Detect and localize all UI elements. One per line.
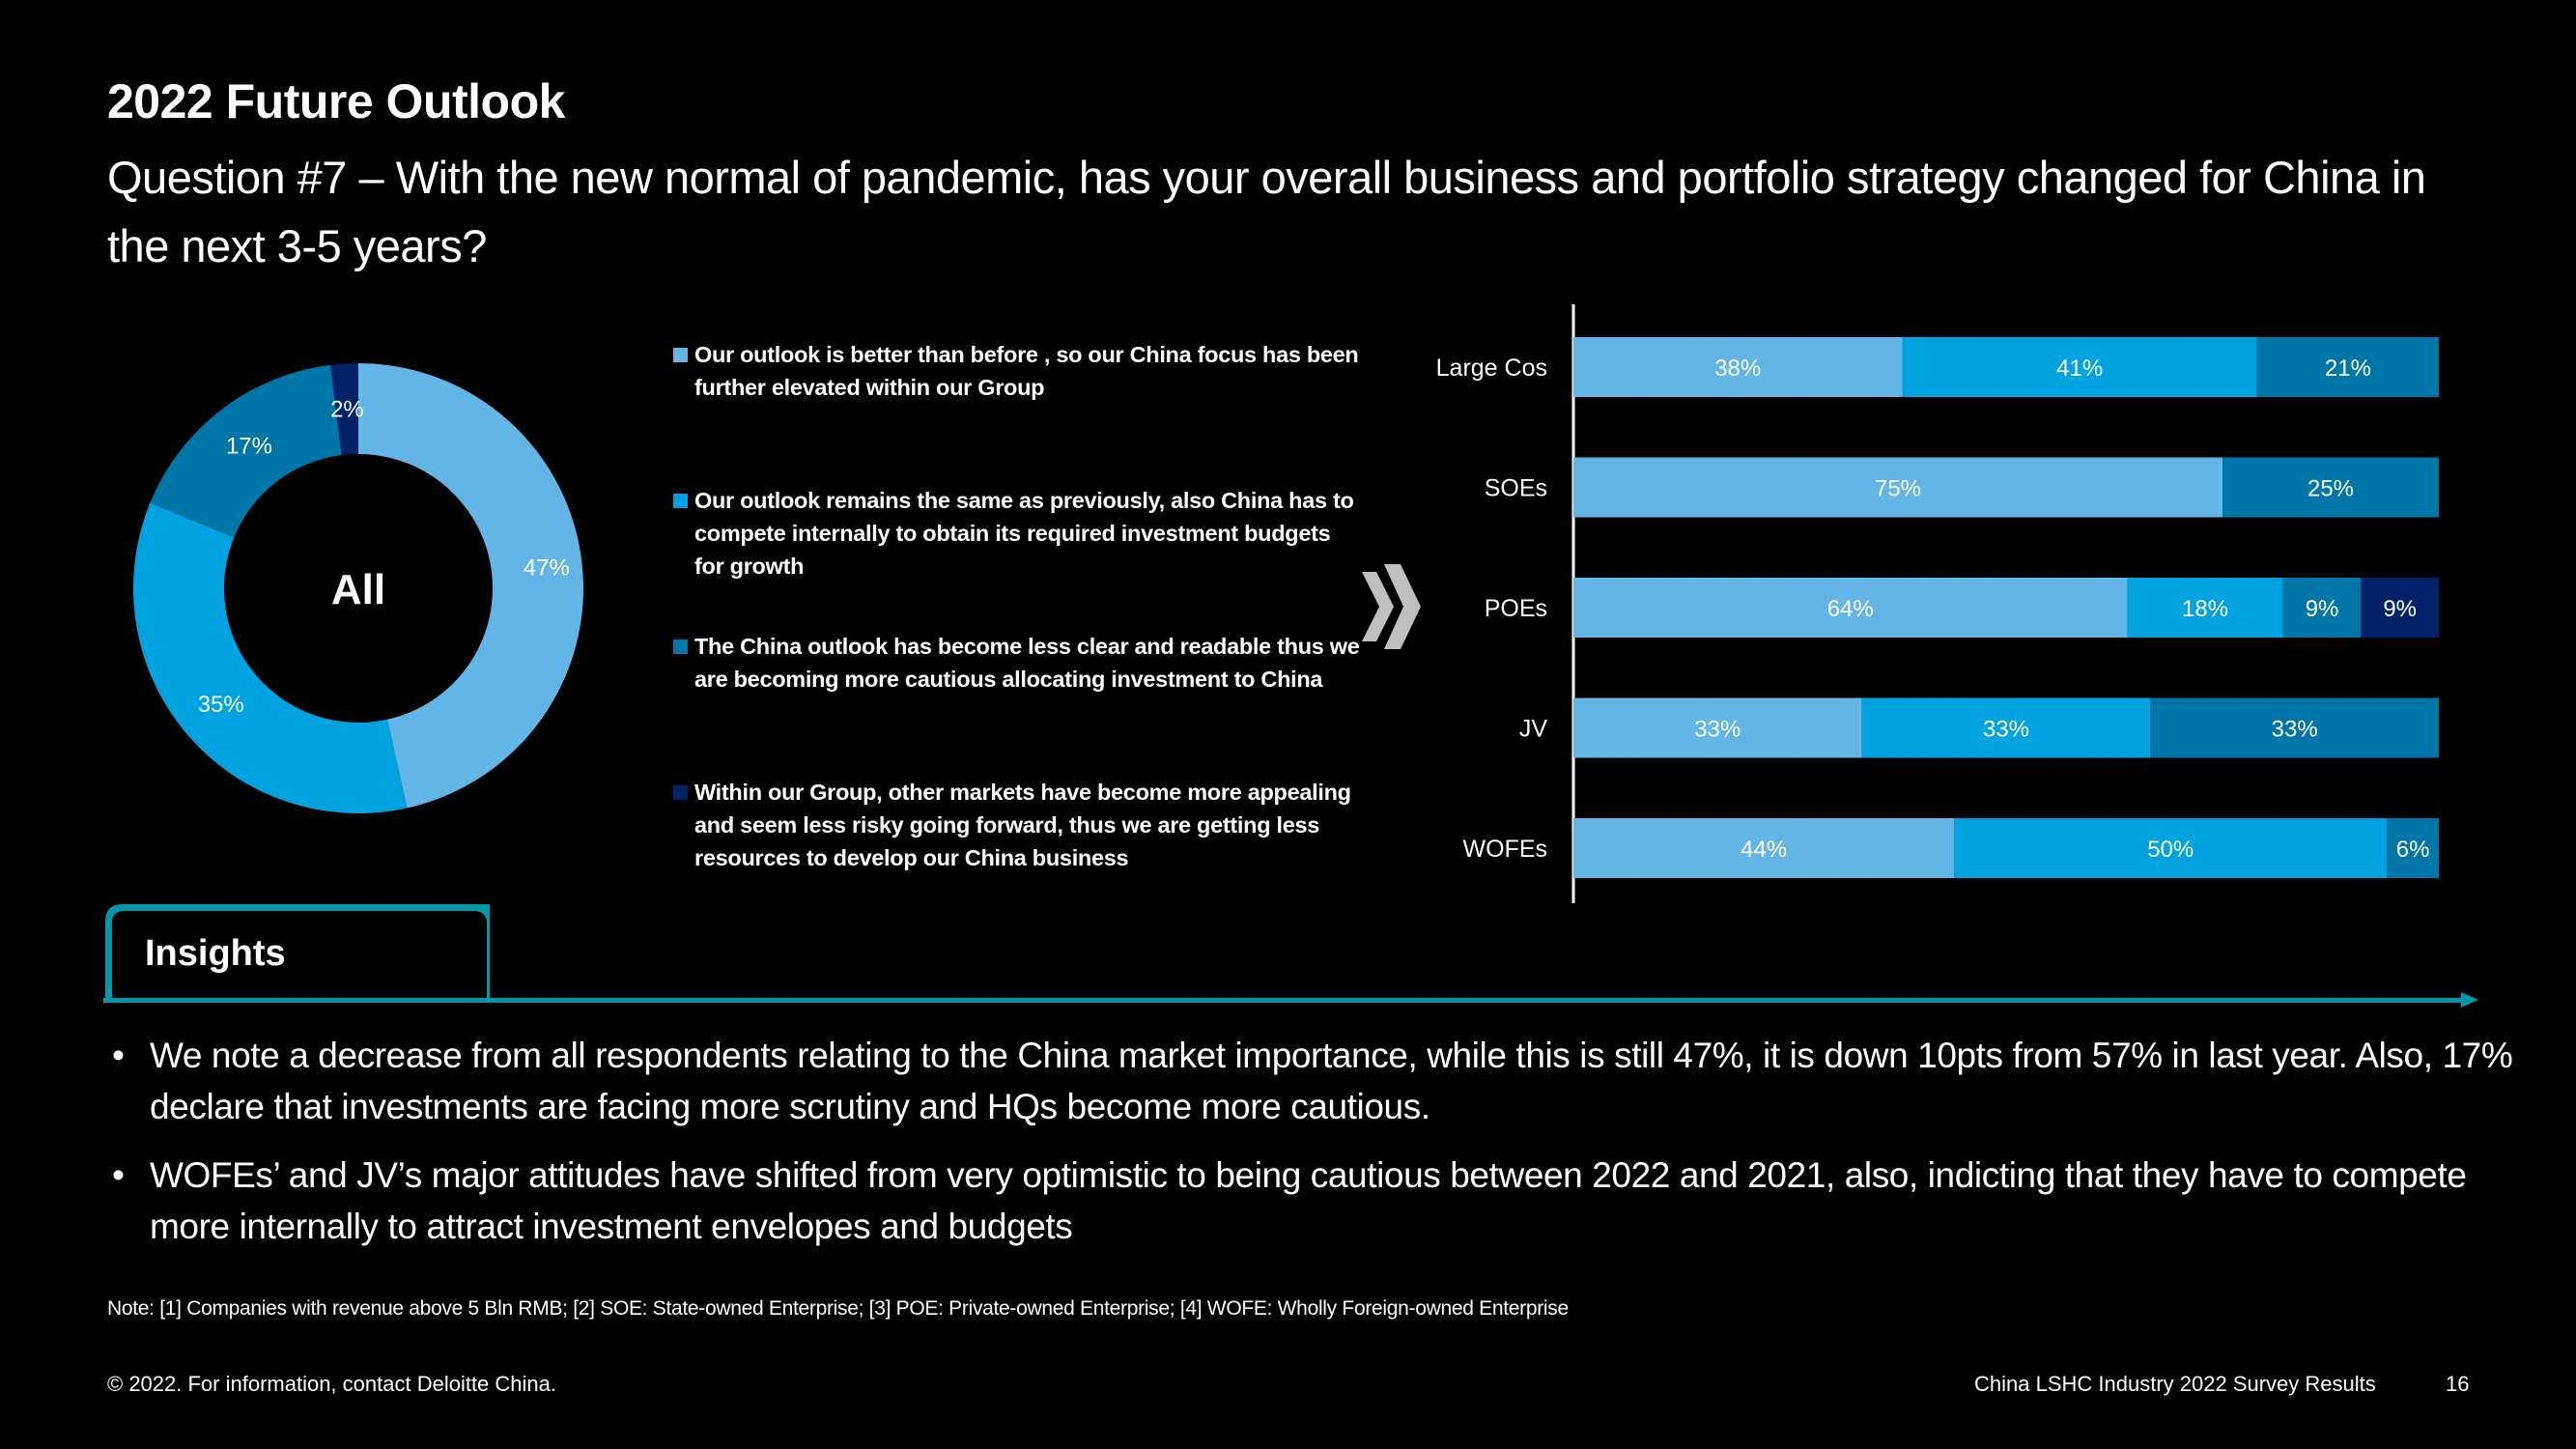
bar-data-label: 25% bbox=[2307, 476, 2354, 502]
legend-label: Our outlook remains the same as previous… bbox=[694, 488, 1354, 579]
category-tick-label: SOEs bbox=[1485, 475, 1547, 502]
category-tick-label: WOFEs bbox=[1463, 836, 1548, 863]
bar-data-label: 64% bbox=[1827, 596, 1874, 622]
bar-data-label: 33% bbox=[1983, 717, 2029, 743]
bar-data-label: 9% bbox=[2306, 596, 2339, 622]
bar-data-label: 44% bbox=[1741, 837, 1787, 863]
donut-slice bbox=[150, 364, 342, 538]
legend-item: Our outlook is better than before , so o… bbox=[673, 338, 1361, 404]
footnote: Note: [1] Companies with revenue above 5… bbox=[107, 1297, 1569, 1320]
bar-segment bbox=[2127, 578, 2283, 638]
donut-slice bbox=[132, 502, 408, 814]
legend-item: Our outlook remains the same as previous… bbox=[673, 484, 1361, 582]
bar-segment bbox=[2222, 457, 2439, 518]
bar-segment bbox=[1861, 697, 2151, 758]
category-tick-label: JV bbox=[1519, 716, 1548, 743]
bullet-dot-icon: • bbox=[112, 1036, 125, 1075]
legend-item: The China outlook has become less clear … bbox=[673, 630, 1361, 696]
category-tick-label: Large Cos bbox=[1436, 355, 1547, 382]
double-chevron-icon bbox=[1362, 564, 1421, 649]
donut-data-label: 47% bbox=[524, 555, 570, 582]
insight-text: We note a decrease from all respondents … bbox=[150, 1036, 2513, 1126]
donut-data-label: 35% bbox=[198, 692, 244, 718]
donut-data-label: 17% bbox=[226, 433, 272, 459]
bar-segment bbox=[1573, 457, 2222, 518]
bar-data-label: 6% bbox=[2396, 837, 2430, 863]
donut-data-label: 2% bbox=[330, 396, 364, 422]
bar-segment bbox=[2256, 337, 2439, 397]
copyright: © 2022. For information, contact Deloitt… bbox=[107, 1372, 556, 1396]
bar-segment bbox=[2387, 818, 2439, 878]
bar-segment bbox=[2282, 578, 2362, 638]
insight-text: WOFEs’ and JV’s major attitudes have shi… bbox=[150, 1155, 2467, 1246]
bar-data-label: 21% bbox=[2325, 355, 2371, 382]
category-tick-label: POEs bbox=[1485, 595, 1547, 622]
insights-title: Insights bbox=[145, 933, 286, 974]
bar-segment bbox=[1573, 697, 1862, 758]
legend-item: Within our Group, other markets have bec… bbox=[673, 776, 1361, 874]
insight-bullet: • WOFEs’ and JV’s major attitudes have sh… bbox=[112, 1150, 2516, 1252]
donut-center-label: All bbox=[331, 566, 385, 613]
bar-segment bbox=[1573, 818, 1955, 878]
bar-data-label: 50% bbox=[2147, 837, 2194, 863]
bar-segment bbox=[2150, 697, 2439, 758]
legend-label: The China outlook has become less clear … bbox=[694, 634, 1360, 692]
legend-label: Our outlook is better than before , so o… bbox=[694, 342, 1359, 400]
page-title: 2022 Future Outlook bbox=[107, 74, 565, 128]
donut-chart: 47% 35% 17% 2% All bbox=[132, 363, 584, 814]
bullet-dot-icon: • bbox=[112, 1155, 125, 1195]
legend-swatch bbox=[673, 348, 688, 362]
insight-bullet: • We note a decrease from all respondents… bbox=[112, 1030, 2516, 1132]
survey-question: Question #7 – With the new normal of pan… bbox=[107, 152, 2426, 271]
bar-data-label: 9% bbox=[2383, 596, 2417, 622]
bar-data-label: 33% bbox=[2272, 717, 2318, 743]
legend-swatch bbox=[673, 785, 688, 800]
arrow-head-icon bbox=[2461, 992, 2478, 1008]
legend-swatch bbox=[673, 639, 688, 654]
bar-segment bbox=[1573, 337, 1903, 397]
bar-data-label: 41% bbox=[2056, 355, 2103, 382]
bar-segment bbox=[1954, 818, 2388, 878]
page-number: 16 bbox=[2446, 1372, 2470, 1396]
bar-segment bbox=[1902, 337, 2257, 397]
legend-swatch bbox=[673, 494, 688, 508]
donut-slice bbox=[358, 363, 584, 809]
bar-data-label: 33% bbox=[1694, 717, 1741, 743]
bar-segment bbox=[1573, 578, 2128, 638]
donut-slice bbox=[330, 363, 358, 456]
bar-data-label: 18% bbox=[2182, 596, 2228, 622]
insights-divider bbox=[103, 998, 2465, 1003]
report-name: China LSHC Industry 2022 Survey Results bbox=[1974, 1372, 2376, 1396]
bar-data-label: 38% bbox=[1714, 355, 1761, 382]
legend-label: Within our Group, other markets have bec… bbox=[694, 780, 1351, 870]
stacked-bar-chart: Large Cos 38% 41% 21% SOEs 75% 25% POEs 64% 18% 9%… bbox=[1436, 304, 2439, 903]
bar-segment bbox=[2361, 578, 2439, 638]
insights-tab-frame bbox=[105, 904, 490, 1001]
bar-data-label: 75% bbox=[1875, 476, 1921, 502]
